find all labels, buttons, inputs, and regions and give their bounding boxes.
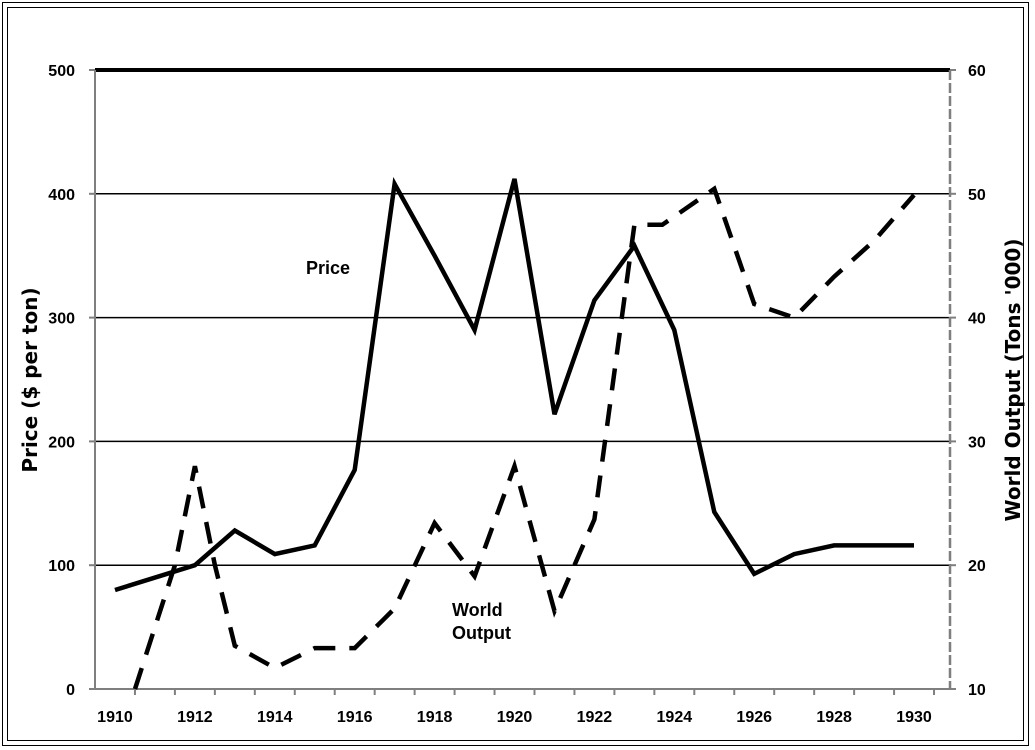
y-axis-right-title: World Output (Tons '000) (1001, 239, 1025, 522)
series-line-price (114, 176, 914, 593)
annotation-world-output-line1: World (452, 600, 503, 620)
x-tick-label: 1916 (337, 709, 373, 726)
axes (89, 69, 956, 695)
x-tick-label: 1910 (97, 709, 133, 726)
x-tick-label: 1920 (497, 709, 533, 726)
y-axis-left-title: Price ($ per ton) (18, 287, 42, 472)
y-left-tick-label: 200 (48, 434, 75, 451)
y-right-tick-label: 10 (968, 682, 986, 699)
x-tick-label: 1924 (657, 709, 693, 726)
gridlines (95, 68, 950, 566)
inner-frame (7, 7, 1024, 741)
y-left-tick-label: 300 (48, 311, 75, 328)
x-tick-label: 1926 (736, 709, 772, 726)
y-right-tick-label: 50 (968, 187, 986, 204)
x-tick-label: 1914 (257, 709, 293, 726)
y-right-tick-label: 20 (968, 558, 986, 575)
annotation-price: Price (306, 258, 350, 278)
x-tick-label: 1918 (417, 709, 453, 726)
y-right-tick-label: 40 (968, 311, 986, 328)
x-tick-label: 1922 (577, 709, 613, 726)
tick-labels: 0 100 200 300 400 500 10 20 30 40 50 60 1910 1912 1914… (48, 63, 986, 726)
series-lines (114, 176, 916, 690)
x-tick-label: 1912 (177, 709, 213, 726)
y-right-tick-label: 30 (968, 434, 986, 451)
x-tick-label: 1928 (816, 709, 852, 726)
y-right-tick-label: 60 (968, 63, 986, 80)
y-left-tick-label: 0 (66, 682, 75, 699)
y-left-tick-label: 500 (48, 63, 75, 80)
y-left-tick-label: 100 (48, 558, 75, 575)
series-line-world-output (132, 185, 916, 690)
annotation-world-output-line2: Output (452, 623, 511, 643)
x-tick-label: 1930 (896, 709, 932, 726)
y-left-tick-label: 400 (48, 187, 75, 204)
